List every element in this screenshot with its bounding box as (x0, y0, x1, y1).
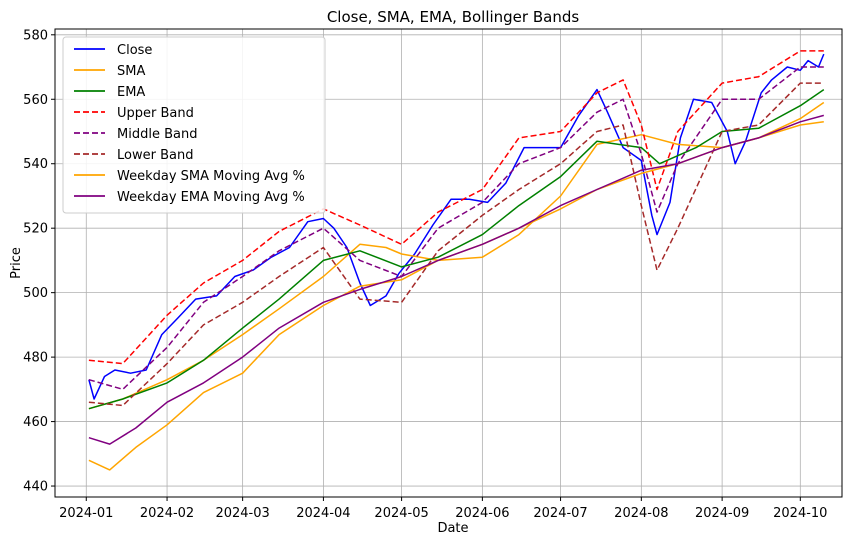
x-tick-label: 2024-04 (296, 506, 350, 521)
x-tick-label: 2024-08 (614, 506, 668, 521)
legend-label: Weekday EMA Moving Avg % (117, 190, 305, 205)
y-tick-label: 460 (23, 415, 48, 430)
x-axis-label: Date (437, 521, 468, 536)
x-tick-label: 2024-02 (140, 506, 194, 521)
y-tick-label: 500 (23, 286, 48, 301)
series-middle-band-line (88, 66, 824, 391)
y-tick-label: 560 (23, 93, 48, 108)
legend-label: EMA (117, 85, 145, 100)
y-tick-label: 580 (23, 28, 48, 43)
x-tick-label: 2024-05 (374, 506, 428, 521)
y-tick-label: 440 (23, 480, 48, 495)
series-layer (88, 50, 825, 471)
x-tick-label: 2024-03 (215, 506, 269, 521)
series-close-line (88, 53, 825, 400)
y-axis: 440 460 480 500 520 540 560 580 (23, 28, 55, 495)
series-upper-band-line (88, 50, 824, 365)
series-ema-line (88, 88, 825, 410)
y-tick-label: 540 (23, 157, 48, 172)
legend-label: Middle Band (117, 127, 197, 142)
x-tick-label: 2024-06 (455, 506, 509, 521)
legend: Close SMA EMA Upper Band Middle Band Lower Ba… (62, 36, 326, 214)
x-tick-label: 2024-01 (59, 506, 113, 521)
series-weekday-ema-moving-avg-line (88, 114, 824, 445)
x-tick-label: 2024-10 (773, 506, 827, 521)
x-tick-label: 2024-07 (533, 506, 587, 521)
x-axis: 2024-01 2024-02 2024-03 2024-04 2024-05 2024-… (59, 497, 827, 521)
y-tick-label: 480 (23, 351, 48, 366)
legend-label: Lower Band (117, 148, 193, 163)
y-tick-label: 520 (23, 222, 48, 237)
y-axis-label: Price (9, 247, 24, 279)
chart-title: Close, SMA, EMA, Bollinger Bands (327, 8, 580, 26)
plot-frame (54, 28, 843, 498)
legend-label: SMA (117, 64, 145, 79)
legend-label: Close (117, 43, 152, 58)
x-tick-label: 2024-09 (695, 506, 749, 521)
legend-label: Upper Band (117, 106, 194, 121)
legend-label: Weekday SMA Moving Avg % (117, 169, 305, 184)
legend-box (62, 36, 326, 214)
